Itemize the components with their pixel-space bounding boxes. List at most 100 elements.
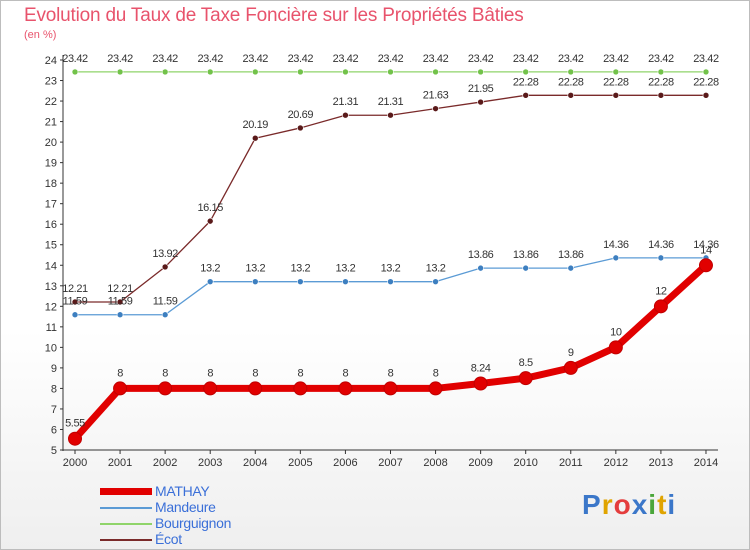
x-tick-label: 2004 (243, 457, 267, 469)
data-label-mandeure: 13.86 (468, 249, 494, 261)
data-point-mathay (653, 299, 668, 314)
data-point-mandeure (657, 254, 665, 262)
data-label-mathay: 8.5 (519, 357, 533, 369)
data-label-mathay: 8 (388, 367, 394, 379)
y-tick-label: 21 (45, 117, 57, 129)
data-label-mandeure: 11.59 (108, 296, 133, 308)
data-label-mathay: 8 (343, 367, 349, 379)
legend-item-mathay: MATHAY (100, 483, 300, 500)
data-label-mathay: 5.55 (65, 418, 85, 430)
data-point-mathay (113, 381, 128, 396)
data-point-bourguignon (342, 68, 349, 76)
data-label-mathay: 14 (700, 244, 712, 256)
data-label-mandeure: 13.86 (558, 249, 584, 261)
x-tick-label: 2012 (604, 457, 628, 469)
data-label-cot: 22.28 (648, 76, 674, 88)
x-tick-label: 2003 (198, 457, 222, 469)
data-label-mandeure: 13.2 (290, 263, 310, 275)
data-label-mathay: 8 (297, 367, 303, 379)
data-point-mathay (68, 431, 82, 446)
legend-item-bourguignon: Bourguignon (100, 515, 300, 532)
data-label-mandeure: 13.86 (513, 249, 539, 261)
data-label-mandeure: 14.36 (648, 239, 674, 251)
y-tick-label: 10 (45, 342, 57, 354)
data-label-bourguignon: 23.42 (333, 53, 359, 65)
data-label-mandeure: 11.59 (63, 296, 88, 308)
data-point-mandeure (432, 278, 439, 285)
legend-swatch-mandeure (100, 507, 152, 509)
data-point-mathay (608, 340, 623, 355)
proxiti-logo: Proxiti (582, 489, 676, 521)
y-tick-label: 15 (45, 240, 57, 252)
data-point-cot (612, 92, 620, 99)
legend-label-mathay: MATHAY (155, 483, 210, 499)
data-label-bourguignon: 23.42 (423, 53, 449, 65)
x-tick-label: 2014 (694, 457, 718, 469)
data-point-cot (116, 298, 124, 306)
data-point-bourguignon (432, 68, 439, 76)
data-label-cot: 22.28 (693, 76, 719, 88)
data-point-bourguignon (116, 68, 124, 76)
data-point-mandeure (567, 264, 575, 272)
data-label-mathay: 8 (433, 367, 439, 379)
data-label-bourguignon: 23.42 (603, 53, 629, 65)
logo-letter: x (631, 489, 649, 520)
y-tick-label: 14 (45, 260, 57, 272)
y-tick-label: 17 (45, 199, 57, 211)
x-tick-label: 2009 (468, 457, 492, 469)
data-label-bourguignon: 23.42 (468, 53, 494, 65)
y-tick-label: 20 (45, 137, 57, 149)
x-tick-label: 2010 (513, 457, 537, 469)
y-tick-label: 11 (46, 322, 57, 334)
data-point-mandeure (612, 254, 620, 262)
legend-swatch-mathay (100, 488, 152, 495)
data-label-cot: 21.31 (378, 96, 404, 108)
data-point-mandeure (342, 278, 349, 285)
data-label-bourguignon: 23.42 (378, 53, 404, 65)
x-tick-label: 2006 (333, 457, 357, 469)
data-label-cot: 12.21 (62, 283, 88, 295)
y-tick-label: 19 (45, 158, 57, 170)
data-point-cot (567, 92, 575, 99)
data-point-mandeure (297, 278, 304, 285)
data-point-mandeure (522, 264, 530, 272)
data-label-mandeure: 14.36 (693, 239, 719, 251)
data-label-cot: 13.92 (152, 248, 178, 260)
data-point-mathay (473, 376, 488, 391)
data-label-bourguignon: 23.42 (152, 53, 178, 65)
x-tick-label: 2002 (153, 457, 177, 469)
logo-letter: o (613, 489, 632, 520)
logo-letter: i (648, 489, 658, 520)
logo-letter: i (667, 489, 677, 520)
data-point-mathay (293, 381, 308, 396)
data-label-cot: 12.21 (107, 283, 133, 295)
data-label-mandeure: 13.2 (200, 263, 220, 275)
data-label-cot: 22.28 (558, 76, 584, 88)
data-point-cot (657, 92, 665, 99)
data-point-cot (432, 105, 439, 112)
data-point-bourguignon (71, 68, 79, 76)
data-label-mathay: 8 (252, 367, 258, 379)
y-tick-label: 5 (51, 445, 57, 457)
data-label-mathay: 12 (655, 285, 667, 297)
data-point-mandeure (477, 264, 484, 272)
y-axis-unit: (en %) (24, 29, 57, 41)
data-label-bourguignon: 23.42 (243, 53, 269, 65)
data-point-cot (477, 98, 484, 106)
data-label-mandeure: 11.59 (153, 296, 178, 308)
y-tick-label: 23 (45, 76, 57, 88)
data-label-cot: 20.69 (288, 109, 314, 121)
data-point-mandeure (116, 311, 124, 319)
data-point-mathay (428, 381, 443, 396)
y-tick-label: 18 (45, 178, 57, 190)
data-point-bourguignon (702, 68, 710, 76)
x-tick-label: 2000 (63, 457, 87, 469)
x-tick-label: 2013 (649, 457, 673, 469)
y-tick-label: 12 (45, 301, 57, 313)
data-label-mathay: 10 (610, 326, 622, 338)
data-point-mandeure (251, 278, 259, 285)
data-point-mathay (383, 381, 398, 396)
data-point-cot (297, 124, 304, 132)
legend-label-bourguignon: Bourguignon (155, 515, 232, 531)
